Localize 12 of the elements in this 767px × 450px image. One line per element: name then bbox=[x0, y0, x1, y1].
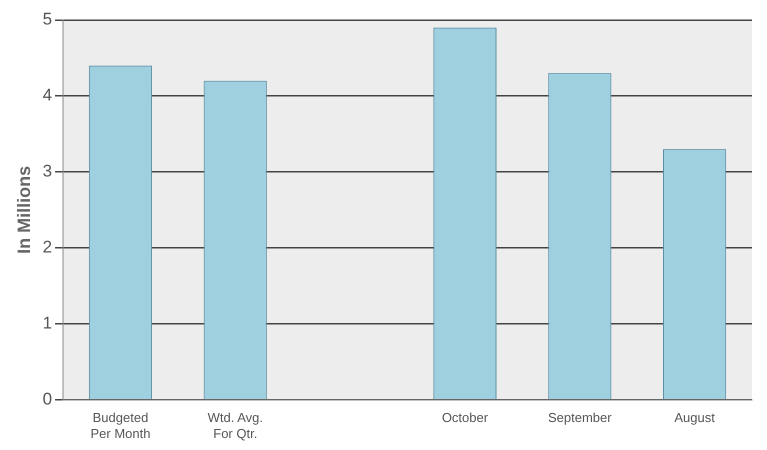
y-axis-title: In Millions bbox=[14, 166, 34, 254]
y-tick-label: 1 bbox=[42, 314, 52, 333]
y-tick-label: 5 bbox=[42, 10, 52, 29]
y-tick-label: 2 bbox=[42, 238, 52, 257]
y-tick-label: 3 bbox=[42, 162, 52, 181]
y-tick-label: 4 bbox=[42, 86, 52, 105]
x-tick-label: Budgeted Per Month bbox=[90, 410, 150, 441]
x-tick-label: September bbox=[548, 410, 612, 426]
x-tick-label: October bbox=[442, 410, 489, 426]
y-tick-label: 0 bbox=[42, 389, 52, 408]
x-tick-label: Wtd. Avg. For Qtr. bbox=[208, 410, 263, 441]
x-tick-label: August bbox=[674, 410, 716, 426]
